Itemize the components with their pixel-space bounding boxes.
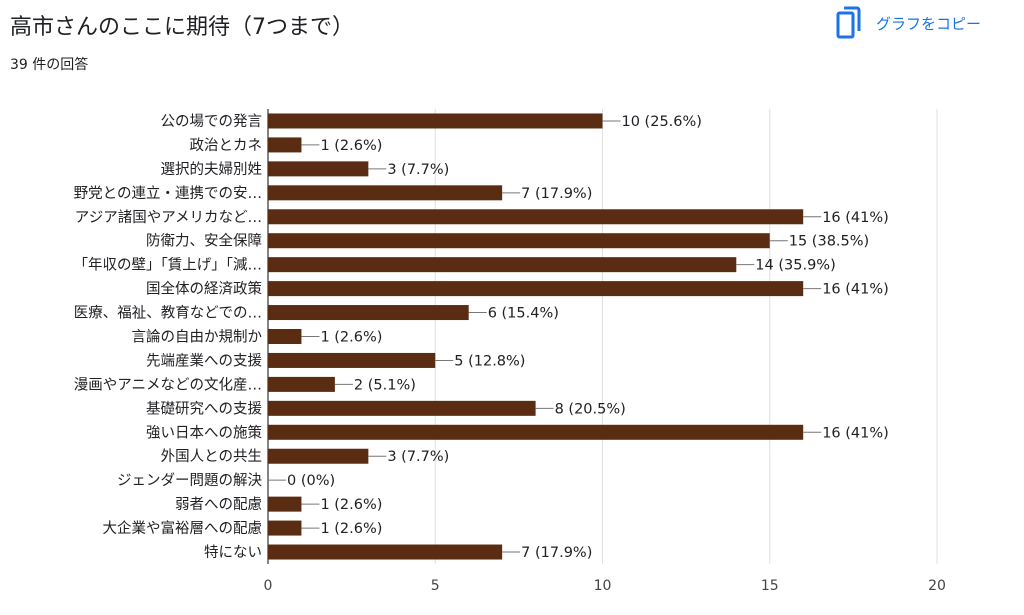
category-label: 政治とカネ — [190, 137, 263, 154]
category-label: 基礎研究への支援 — [146, 400, 262, 417]
bar — [268, 520, 302, 536]
category-label: ジェンダー問題の解決 — [117, 472, 262, 489]
category-label: 言論の自由か規制か — [132, 329, 263, 346]
category-label: 防衛力、安全保障 — [146, 232, 262, 250]
bar — [268, 185, 503, 201]
data-label: 5 (12.8%) — [454, 353, 525, 369]
x-tick-label: 0 — [264, 578, 273, 594]
x-tick-label: 5 — [431, 578, 440, 594]
category-label: 強い日本への施策 — [146, 424, 262, 441]
bar — [268, 281, 804, 297]
bar — [268, 329, 302, 344]
data-label: 2 (5.1%) — [354, 377, 416, 393]
category-label: 「年収の壁」「賃上げ」「減… — [74, 257, 263, 274]
bar — [268, 496, 302, 512]
bar — [268, 352, 436, 368]
data-label: 3 (7.7%) — [387, 449, 449, 465]
data-label: 1 (2.6%) — [320, 497, 382, 513]
bar — [268, 448, 369, 464]
category-label: 公の場での発言 — [161, 113, 263, 130]
bar — [268, 113, 603, 129]
bar — [268, 424, 804, 440]
data-label: 1 (2.6%) — [320, 138, 382, 154]
category-label: 特にない — [204, 544, 262, 561]
chart-title: 高市さんのここに期待（7つまで） — [10, 15, 354, 40]
response-count: 39 件の回答 — [10, 57, 89, 73]
data-label: 6 (15.4%) — [488, 306, 559, 322]
copy-chart-button[interactable]: グラフをコピー — [836, 4, 981, 42]
category-label: 選択的夫婦別姓 — [161, 161, 263, 178]
category-label: 外国人との共生 — [161, 448, 262, 465]
bar — [268, 137, 302, 153]
bar — [268, 544, 503, 560]
bar — [268, 305, 469, 321]
x-tick-label: 20 — [928, 578, 946, 594]
data-label: 10 (25.6%) — [622, 114, 702, 130]
copy-icon — [836, 6, 861, 39]
bar — [268, 400, 536, 416]
data-label: 15 (38.5%) — [789, 234, 869, 250]
category-label: 大企業や富裕層への配慮 — [103, 519, 263, 537]
bar — [268, 233, 770, 249]
category-label: 先端産業への支援 — [146, 352, 262, 369]
category-label: 漫画やアニメなどの文化産… — [74, 376, 262, 393]
data-label: 7 (17.9%) — [521, 186, 592, 202]
bar — [268, 376, 335, 392]
bar — [268, 257, 737, 273]
data-label: 16 (41%) — [822, 282, 889, 298]
category-label: 医療、福祉、教育などでの… — [74, 305, 262, 322]
category-label: 国全体の経済政策 — [146, 280, 262, 298]
copy-chart-label: グラフをコピー — [876, 14, 982, 33]
data-label: 16 (41%) — [822, 210, 889, 226]
data-label: 8 (20.5%) — [555, 401, 626, 417]
category-label: アジア諸国やアメリカなど… — [75, 209, 262, 226]
data-label: 1 (2.6%) — [320, 330, 382, 346]
bar — [268, 209, 804, 225]
data-label: 1 (2.6%) — [320, 521, 382, 537]
x-tick-label: 15 — [761, 578, 779, 594]
data-label: 7 (17.9%) — [521, 545, 592, 561]
x-tick-label: 10 — [594, 578, 612, 594]
category-label: 弱者への配慮 — [175, 496, 262, 513]
category-label: 野党との連立・連携での安… — [74, 185, 262, 202]
data-label: 0 (0%) — [287, 473, 335, 489]
data-label: 14 (35.9%) — [755, 258, 835, 274]
bar — [268, 161, 369, 177]
data-label: 3 (7.7%) — [387, 162, 449, 178]
data-label: 16 (41%) — [822, 425, 889, 441]
